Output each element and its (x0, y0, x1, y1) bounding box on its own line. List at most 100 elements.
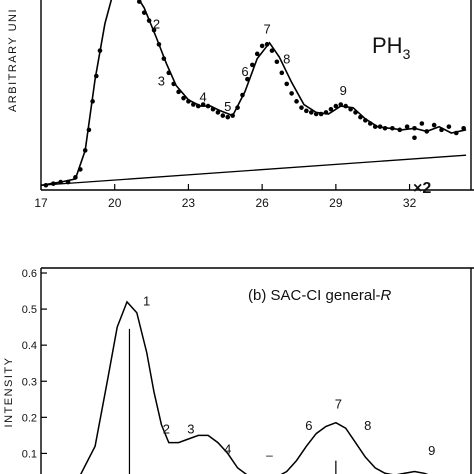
bottom-title-prefix: (b) SAC-CI general- (248, 287, 381, 304)
top-data-point (294, 99, 299, 104)
bottom-peak-label: 6 (305, 418, 312, 433)
top-data-point (58, 179, 63, 185)
top-data-point (78, 167, 83, 172)
bottom-peak-label: 4 (224, 441, 231, 456)
bottom-y-ticks: 0.6 0.5 0.4 0.3 0.2 0.1 (22, 268, 47, 460)
top-data-marks (40, 0, 467, 188)
bottom-chart-title: (b) SAC-CI general-R (248, 287, 392, 304)
top-data-point (446, 124, 452, 129)
top-spectrum-curve (40, 0, 467, 187)
bottom-ylabel: INTENSITY (3, 357, 15, 428)
top-data-point (195, 103, 201, 109)
bottom-peak-label: 3 (187, 422, 194, 437)
top-peak-label: 2 (153, 17, 160, 32)
top-data-point (419, 121, 425, 126)
bottom-panel: INTENSITY (b) SAC-CI general-R 0.6 0.5 0.4… (3, 267, 474, 474)
bottom-y-tick-label: 0.1 (22, 448, 37, 460)
top-data-point (90, 99, 95, 104)
top-data-point (82, 148, 88, 153)
bottom-y-tick-label: 0.4 (22, 340, 37, 352)
top-data-point (97, 48, 103, 53)
top-data-point (73, 175, 78, 180)
bottom-peak-label: 1 (143, 293, 150, 308)
top-data-point (191, 102, 196, 107)
top-data-point (136, 0, 142, 4)
top-baseline (40, 154, 467, 186)
top-peak-label: 5 (224, 99, 231, 114)
top-data-point (186, 99, 191, 104)
top-data-point (161, 56, 167, 61)
top-data-point (299, 105, 304, 110)
top-title-main: PH (372, 33, 403, 58)
top-peak-label: 3 (158, 74, 165, 89)
top-data-point (323, 110, 329, 115)
top-peak-label: 9 (340, 83, 347, 98)
top-data-point (230, 113, 235, 118)
top-data-point (318, 111, 324, 117)
top-data-point (412, 125, 417, 131)
top-data-point (93, 73, 99, 79)
top-data-point (254, 51, 260, 57)
top-data-point (210, 106, 216, 112)
top-x-tick-label: 17 (34, 196, 48, 210)
top-data-point (240, 92, 245, 98)
bottom-spectrum-curve (80, 300, 429, 474)
top-data-point (166, 70, 172, 76)
top-data-point (269, 48, 275, 53)
top-peak-label: 8 (283, 51, 290, 66)
top-data-point (264, 42, 270, 47)
top-data-point (363, 118, 368, 123)
top-x-tick-label: 23 (182, 196, 196, 210)
top-data-point (235, 105, 240, 110)
top-data-point (156, 42, 162, 47)
bottom-y-tick-label: 0.5 (22, 304, 37, 316)
bottom-peak-label: 8 (364, 418, 371, 433)
top-data-point (333, 103, 339, 109)
top-data-point (343, 103, 348, 109)
top-peak-label: 6 (241, 64, 248, 79)
top-data-point (338, 102, 344, 107)
top-data-point (461, 125, 466, 131)
top-peak-label: 7 (263, 21, 270, 36)
bottom-y-tick-label: 0.6 (22, 268, 37, 280)
top-title-sub: 3 (403, 46, 411, 62)
top-chart-title: PH3 (372, 33, 411, 62)
top-data-point (259, 43, 265, 49)
top-x-tick-label: 26 (255, 196, 269, 210)
top-data-point (205, 103, 211, 109)
top-data-point (377, 124, 383, 129)
top-scale-label: ×2 (413, 180, 431, 197)
bottom-peak-label: 9 (428, 443, 435, 458)
bottom-peak-labels: 1 2 3 4 6 7 8 9 – (143, 293, 435, 461)
bottom-title-italic: R (381, 287, 392, 304)
bottom-y-tick-label: 0.3 (22, 376, 37, 388)
top-data-point (304, 108, 309, 114)
top-data-point (141, 10, 147, 15)
top-data-point (171, 81, 176, 87)
top-data-point (86, 127, 92, 133)
top-data-point (348, 106, 353, 112)
top-data-point (181, 95, 186, 101)
top-x-tick-label: 32 (403, 196, 417, 210)
top-data-point (245, 76, 250, 82)
top-data-point (200, 102, 206, 107)
top-data-point (250, 62, 255, 68)
top-x-tick-label: 29 (329, 196, 343, 210)
bottom-y-tick-label: 0.2 (22, 412, 37, 424)
top-data-point (308, 110, 314, 115)
top-data-point (353, 110, 358, 115)
top-data-point (390, 125, 395, 131)
top-x-ticks: 17 20 23 26 29 32 (34, 184, 417, 210)
top-data-point (176, 89, 181, 95)
top-ylabel: ARBITRARY UNI (7, 8, 19, 112)
top-data-point (453, 130, 459, 136)
top-data-point (151, 27, 157, 33)
bottom-minus-mark: – (266, 448, 273, 462)
top-panel: ARBITRARY UNI PH3 ×2 17 20 23 26 29 32 234567… (7, 0, 474, 210)
top-data-point (225, 114, 231, 120)
top-data-point (284, 81, 290, 87)
top-data-point (274, 59, 280, 65)
top-data-point (50, 181, 56, 186)
top-data-point (146, 18, 152, 23)
